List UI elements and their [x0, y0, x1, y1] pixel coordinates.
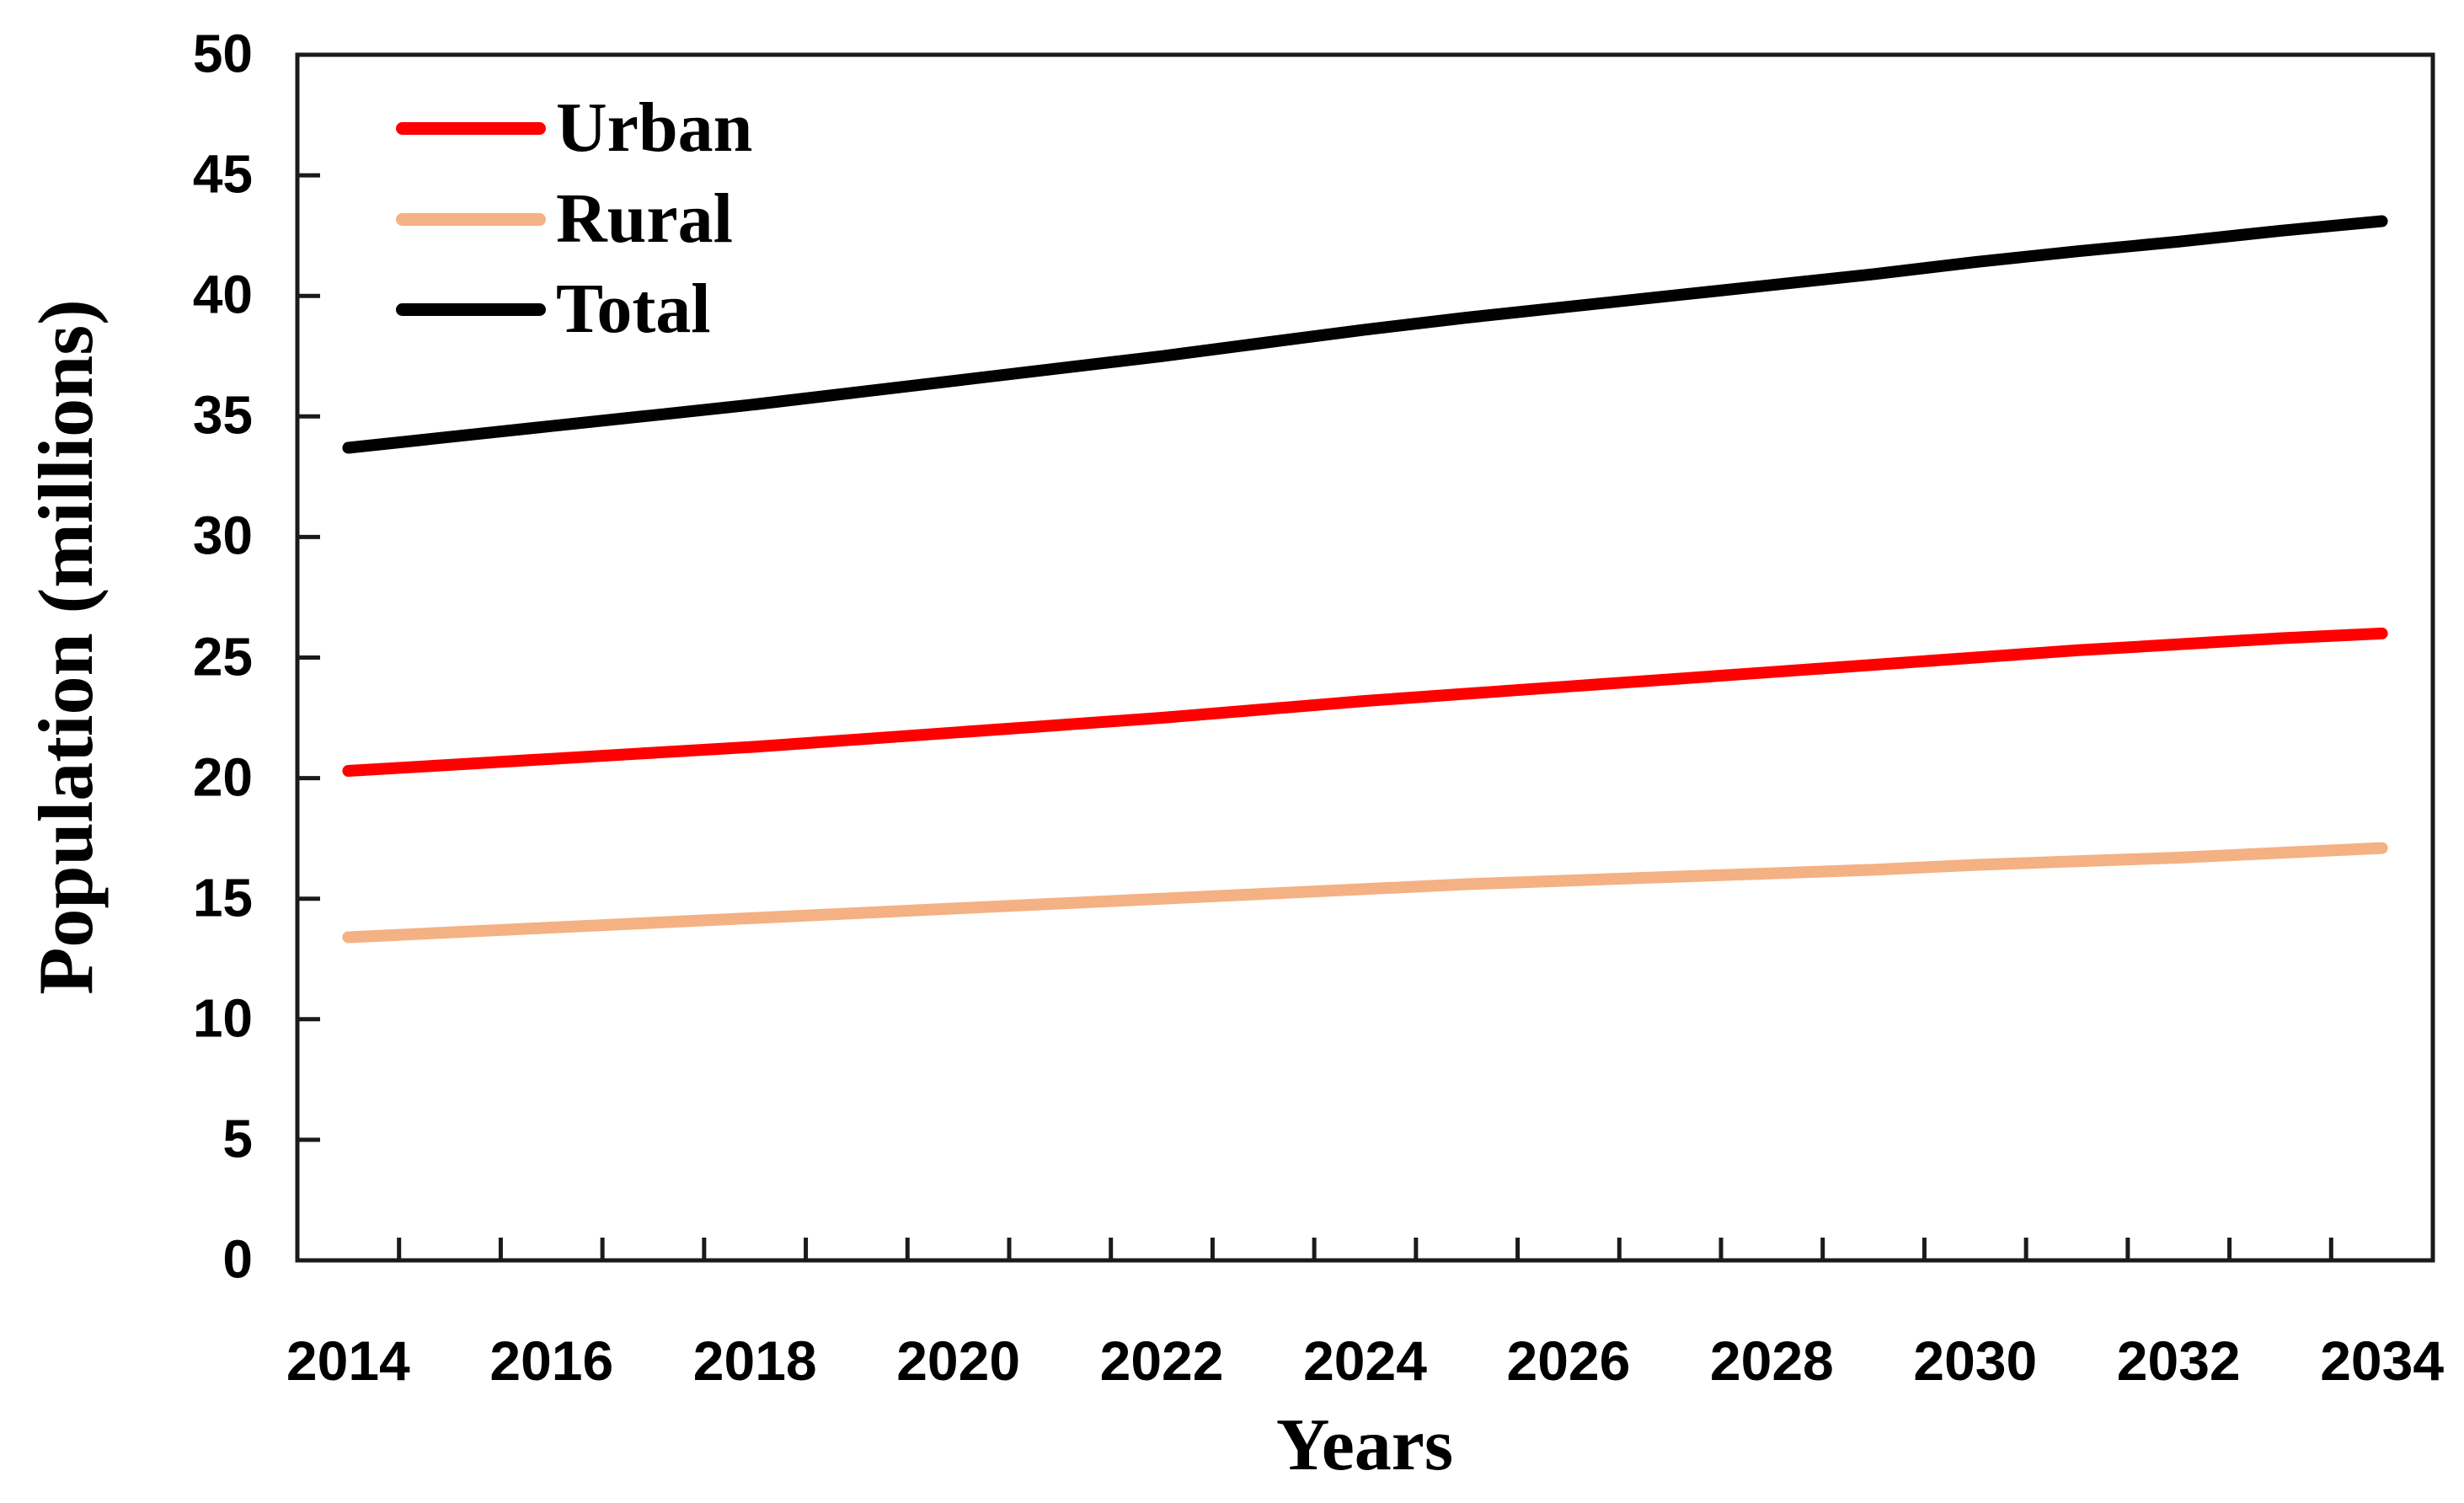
x-axis-title: Years — [1275, 1404, 1454, 1486]
urban-line — [342, 627, 2388, 777]
y-axis-title: Population (millions) — [23, 299, 109, 995]
axis-frame — [295, 52, 2435, 1263]
rural-line — [342, 842, 2388, 944]
total-line — [342, 215, 2388, 454]
